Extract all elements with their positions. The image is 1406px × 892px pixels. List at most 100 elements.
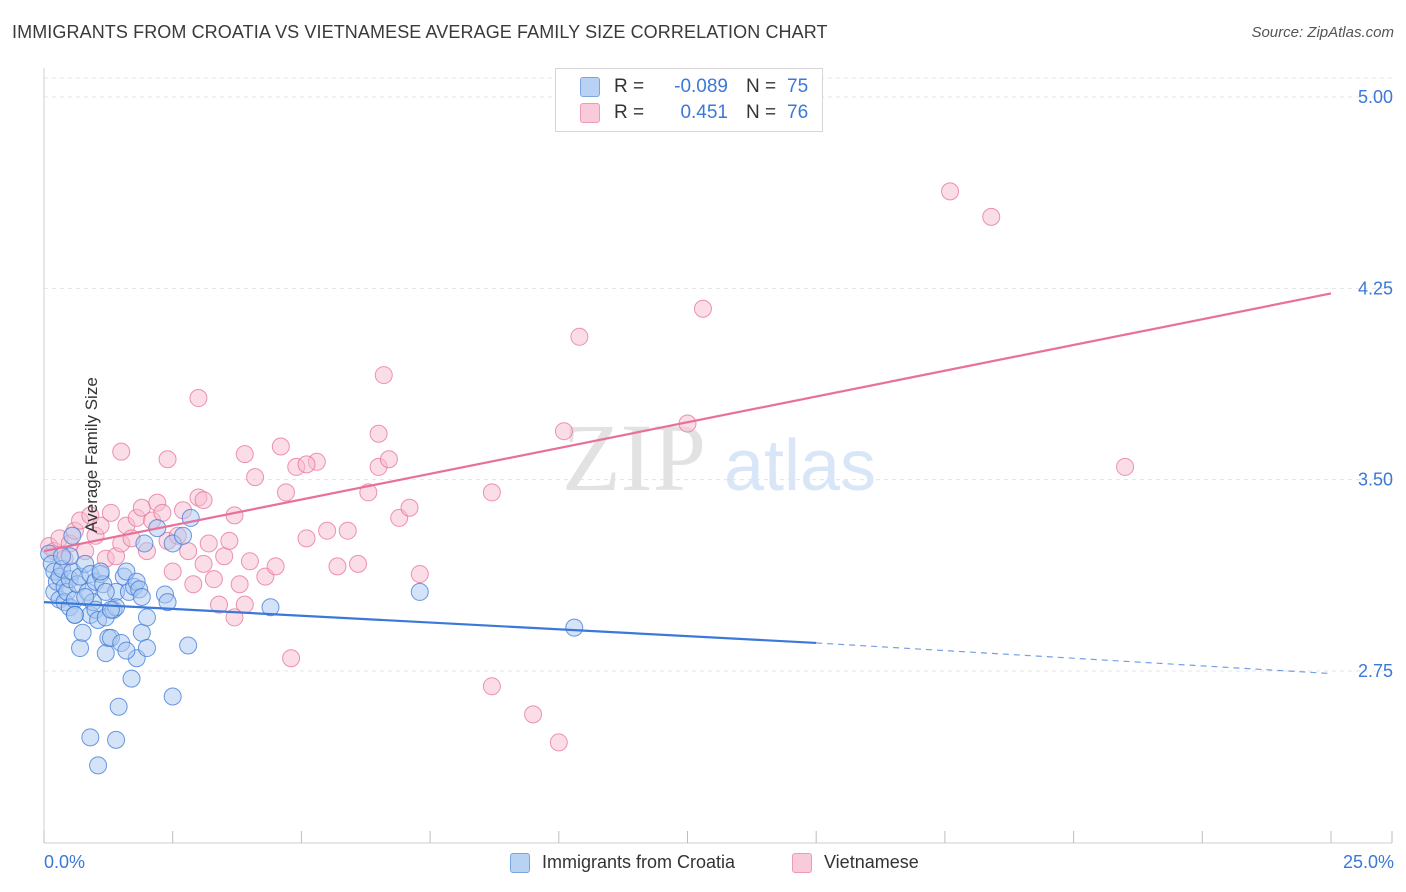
data-point <box>173 526 192 545</box>
data-point <box>163 687 182 706</box>
series-croatia <box>40 508 584 775</box>
data-point <box>89 756 108 775</box>
data-point <box>297 529 316 548</box>
y-tick-label: 2.75 <box>1358 661 1393 681</box>
data-point <box>982 207 1001 226</box>
data-point <box>349 554 368 573</box>
data-point <box>101 503 120 522</box>
data-point <box>282 649 301 668</box>
data-point <box>482 483 501 502</box>
data-point <box>328 557 347 576</box>
data-point <box>132 623 151 642</box>
data-point <box>271 437 290 456</box>
y-axis-label: Average Family Size <box>81 377 101 533</box>
data-point <box>158 593 177 612</box>
trend-line-croatia <box>43 601 817 645</box>
data-point <box>137 608 156 627</box>
data-point <box>549 733 568 752</box>
data-point <box>65 605 84 624</box>
data-point <box>184 575 203 594</box>
data-point <box>137 639 156 658</box>
data-point <box>53 547 72 566</box>
legend-r-value: -0.089 <box>674 76 728 97</box>
trend-line-vietnamese <box>43 292 1332 553</box>
series-vietnamese <box>40 182 1135 752</box>
data-point <box>179 542 198 561</box>
data-point <box>524 705 543 724</box>
data-point <box>96 644 115 663</box>
chart-title: IMMIGRANTS FROM CROATIA VS VIETNAMESE AV… <box>12 22 828 42</box>
legend-r-value: 0.451 <box>680 102 728 123</box>
y-tick-label: 5.00 <box>1358 87 1393 107</box>
data-point <box>554 422 573 441</box>
legend-n-label: N = <box>746 102 777 123</box>
legend-r-label: R = <box>614 102 645 123</box>
data-point <box>297 455 316 474</box>
data-point <box>73 623 92 642</box>
legend-label-croatia: Immigrants from Croatia <box>542 852 736 872</box>
data-point <box>122 669 141 688</box>
data-point <box>235 445 254 464</box>
legend-n-label: N = <box>746 76 777 97</box>
data-point <box>369 424 388 443</box>
legend-item-vietnamese[interactable]: Vietnamese <box>792 852 919 873</box>
data-point <box>101 600 120 619</box>
trend-line-croatia-extension <box>816 642 1332 675</box>
data-point <box>215 547 234 566</box>
data-point <box>91 516 110 535</box>
data-point <box>693 299 712 318</box>
data-point <box>1116 457 1135 476</box>
watermark-atlas: atlas <box>724 426 876 506</box>
data-point <box>941 182 960 201</box>
data-point <box>240 552 259 571</box>
legend-n-value: 75 <box>787 76 809 97</box>
data-point <box>410 565 429 584</box>
legend-swatch-blue <box>580 77 600 97</box>
data-point <box>96 582 115 601</box>
data-point <box>158 450 177 469</box>
data-point <box>276 483 295 502</box>
data-point <box>132 588 151 607</box>
data-point <box>91 562 110 581</box>
data-point <box>179 636 198 655</box>
data-point <box>109 697 128 716</box>
data-point <box>194 554 213 573</box>
data-point <box>71 639 90 658</box>
data-point <box>565 618 584 637</box>
legend-swatch-pink <box>580 103 600 123</box>
legend-label-vietnamese: Vietnamese <box>824 852 919 872</box>
data-point <box>374 366 393 385</box>
legend-n-value: 76 <box>787 102 809 123</box>
data-point <box>107 730 126 749</box>
y-tick-label: 3.50 <box>1358 470 1393 490</box>
data-point <box>199 534 218 553</box>
data-point <box>379 450 398 469</box>
data-point <box>482 677 501 696</box>
data-point <box>153 503 172 522</box>
data-point <box>410 582 429 601</box>
data-point <box>117 641 136 660</box>
data-point <box>570 327 589 346</box>
data-point <box>81 728 100 747</box>
data-point <box>400 498 419 517</box>
data-point <box>261 598 280 617</box>
data-point <box>230 575 249 594</box>
data-point <box>204 570 223 589</box>
correlation-legend: R = -0.089 N = 75 R = 0.451 N = 76 <box>555 68 823 132</box>
data-point <box>220 531 239 550</box>
data-point <box>318 521 337 540</box>
y-tick-label: 4.25 <box>1358 278 1393 298</box>
data-point <box>112 442 131 461</box>
legend-item-croatia[interactable]: Immigrants from Croatia <box>510 852 735 873</box>
data-point <box>135 534 154 553</box>
data-point <box>63 526 82 545</box>
axes <box>43 68 1393 844</box>
data-point <box>338 521 357 540</box>
data-point <box>76 588 95 607</box>
data-point <box>194 491 213 510</box>
data-point <box>266 557 285 576</box>
series-legend: Immigrants from Croatia Vietnamese <box>0 852 1406 878</box>
legend-row-croatia: R = -0.089 N = 75 <box>580 75 808 99</box>
legend-row-vietnamese: R = 0.451 N = 76 <box>580 101 808 125</box>
